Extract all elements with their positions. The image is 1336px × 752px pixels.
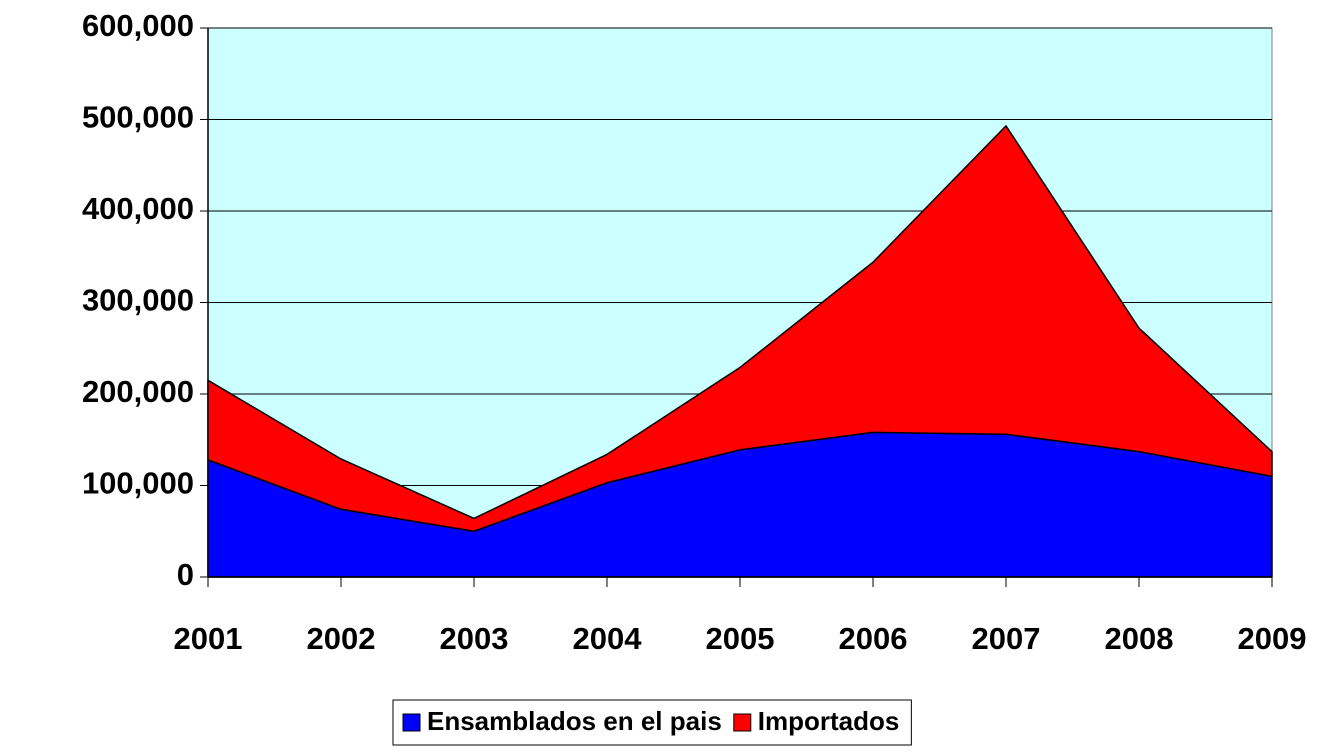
y-tick-label: 600,000: [82, 8, 194, 43]
y-tick-label: 0: [177, 557, 194, 592]
x-tick-label: 2009: [1238, 621, 1307, 656]
y-tick-label: 100,000: [82, 466, 194, 501]
legend-swatch: [733, 713, 752, 732]
y-tick-label: 300,000: [82, 283, 194, 318]
legend-swatch: [402, 713, 421, 732]
x-tick-label: 2003: [440, 621, 509, 656]
legend-label: Importados: [758, 706, 900, 736]
y-tick-label: 200,000: [82, 374, 194, 409]
legend-label: Ensamblados en el pais: [427, 706, 722, 736]
x-tick-label: 2002: [307, 621, 376, 656]
legend-box: [392, 699, 912, 746]
x-tick-label: 2005: [706, 621, 775, 656]
area: [207, 125, 1273, 532]
x-tick-label: 2001: [174, 621, 243, 656]
y-tick-label: 500,000: [82, 100, 194, 135]
x-tick-label: 2007: [972, 621, 1041, 656]
x-tick-label: 2004: [573, 621, 643, 656]
legend: Ensamblados en el pais Importados: [392, 699, 912, 746]
x-tick-label: 2006: [839, 621, 908, 656]
y-tick-label: 400,000: [82, 191, 194, 226]
x-tick-label: 2008: [1105, 621, 1174, 656]
